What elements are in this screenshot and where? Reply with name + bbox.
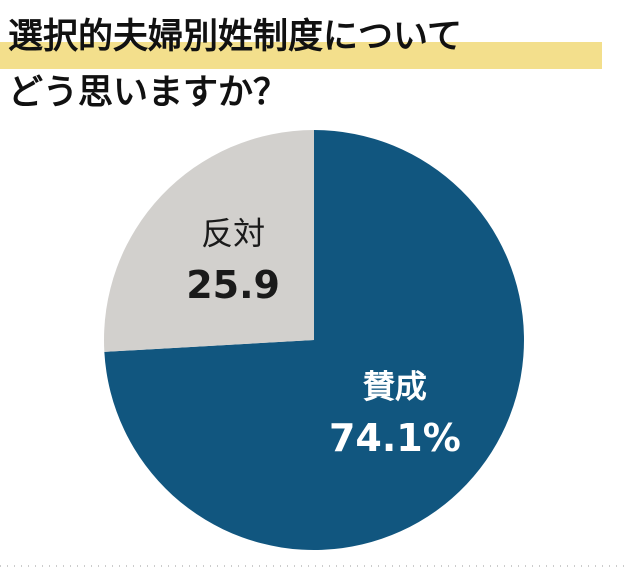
pie-slice: [104, 130, 314, 352]
chart-title: どう思いますか？: [8, 73, 288, 113]
value-label: 74.1%: [329, 416, 461, 460]
chart-title: 選択的夫婦別姓制度について: [8, 17, 462, 57]
slice-label: 賛成: [363, 367, 427, 405]
slice-label: 反対: [201, 215, 265, 253]
pie-slice: [104, 130, 524, 551]
title-highlight: [0, 42, 602, 69]
value-label: 25.9: [186, 263, 280, 307]
